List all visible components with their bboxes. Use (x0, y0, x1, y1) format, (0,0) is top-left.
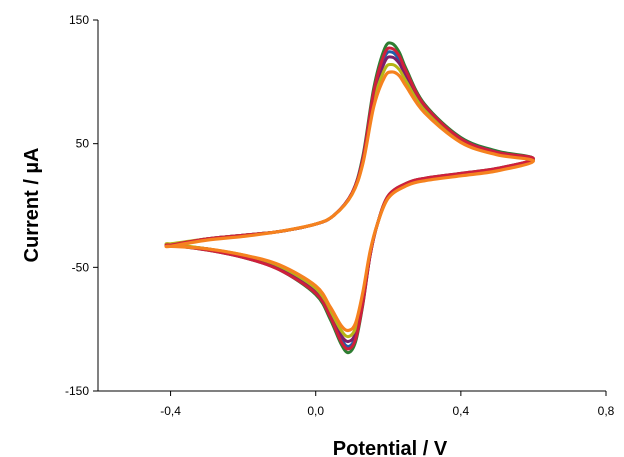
y-tick-label: 50 (76, 137, 90, 151)
y-tick-label: -50 (72, 260, 90, 274)
y-tick-label: 150 (69, 13, 89, 27)
x-tick-label: 0,8 (598, 404, 615, 418)
x-tick-label: 0,4 (453, 404, 470, 418)
x-axis: -0,4 0,0 0,4 0,8 (98, 390, 615, 418)
y-axis: -150 -50 50 150 (65, 13, 99, 398)
curves-layer (164, 41, 536, 355)
y-axis-title: Current / µA (21, 148, 43, 263)
x-tick-label: -0,4 (160, 404, 181, 418)
cv-curve-6 (164, 70, 536, 333)
x-tick-label: 0,0 (307, 404, 324, 418)
x-axis-title: Potential / V (333, 438, 448, 457)
y-tick-label: -150 (65, 384, 89, 398)
